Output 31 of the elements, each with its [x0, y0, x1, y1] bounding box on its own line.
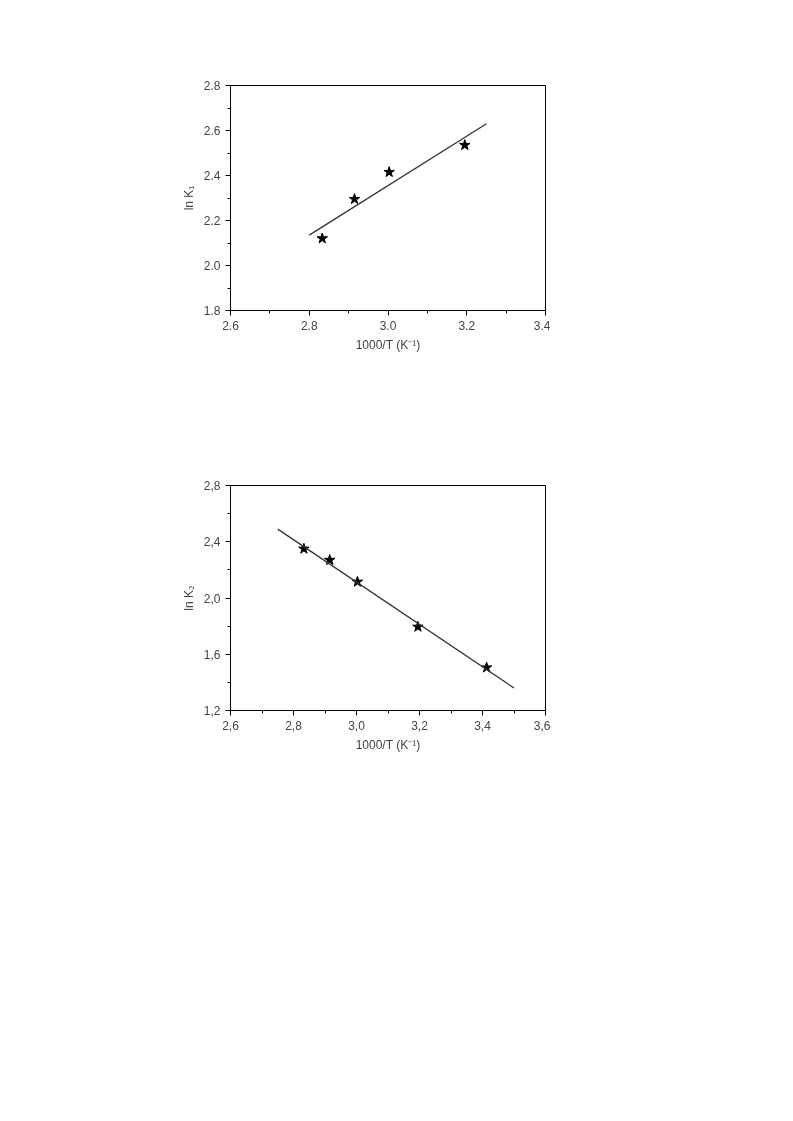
y-tick-label: 2,8	[203, 479, 221, 493]
point	[323, 554, 336, 565]
x-tick-label: 2,8	[285, 718, 303, 733]
y-tick-label: 2.2	[203, 214, 221, 228]
y-tick-label: 1.8	[203, 304, 221, 318]
y-tick-label: 2,4	[203, 535, 221, 550]
y-tick-label: 2.6	[203, 124, 221, 138]
x-tick-label: 3,2	[411, 718, 429, 733]
y-tick-label: 2.0	[203, 259, 221, 273]
point	[459, 139, 471, 151]
x-tick-label: 3,0	[348, 718, 366, 733]
x-tick-label: 3.0	[379, 318, 397, 333]
x-tick-label: 2,6	[222, 718, 240, 733]
y-axis-title: ln K₁	[181, 185, 196, 211]
point	[316, 232, 328, 244]
y-tick-label: 2,0	[203, 591, 221, 606]
x-tick-label: 3.2	[458, 318, 476, 333]
x-tick-label: 2.8	[300, 318, 318, 333]
point	[383, 166, 395, 178]
y-tick-label: 2.8	[203, 79, 221, 93]
y-tick-label: 1,2	[203, 704, 221, 718]
y-tick-label: 2.4	[203, 169, 221, 183]
y-axis-title: ln K₂	[181, 584, 196, 611]
x-axis-title: 1000/T (K⁻¹)	[355, 337, 421, 352]
x-tick-label: 2.6	[222, 318, 240, 333]
x-tick-label: 3,6	[533, 718, 551, 733]
point	[348, 193, 361, 205]
x-tick-label: 3,4	[474, 718, 492, 733]
y-tick-label: 1,6	[203, 647, 221, 662]
x-axis-title: 1000/T (K⁻¹)	[355, 737, 421, 752]
x-tick-label: 3.4	[533, 318, 551, 333]
